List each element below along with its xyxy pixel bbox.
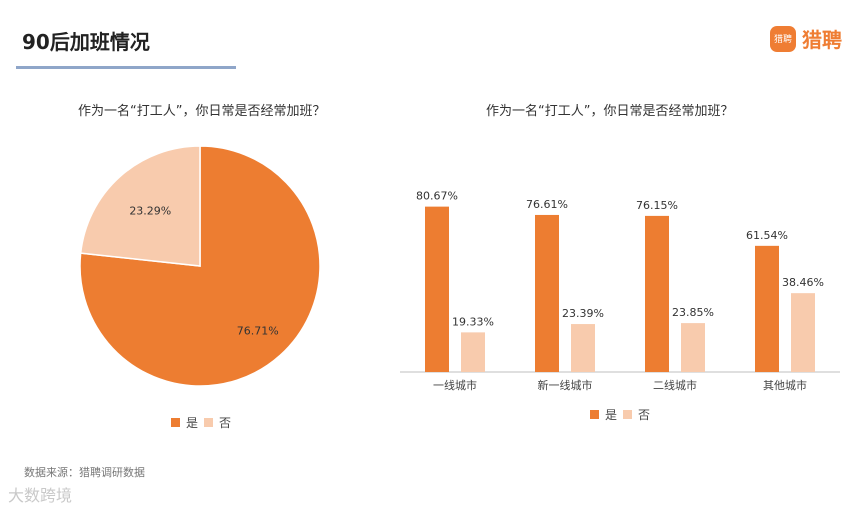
legend-swatch-yes — [590, 410, 599, 419]
bar-yes — [535, 214, 559, 372]
bar-yes — [645, 215, 669, 372]
pie-slice-no — [79, 145, 201, 267]
legend-swatch-yes — [171, 418, 180, 427]
bar-data-label: 61.54% — [746, 229, 788, 242]
pie-chart-title: 作为一名“打工人”，你日常是否经常加班？ — [78, 104, 326, 119]
data-source: 数据来源：猎聘调研数据 — [24, 466, 145, 479]
bar-data-label: 80.67% — [416, 190, 458, 203]
legend-label-no: 否 — [638, 408, 651, 422]
bar-no — [571, 324, 595, 372]
bar-data-label: 19.33% — [452, 315, 494, 328]
bar-chart: 80.67% 19.33% 一线城市 76.61% 23.39% 新一线城市 76.15% 2… — [400, 190, 840, 392]
bar-yes — [425, 206, 449, 372]
logo: 猎聘 猎聘 — [770, 24, 842, 53]
pie-chart: 76.71% 23.29% — [79, 145, 321, 387]
legend-label-yes: 是 — [605, 408, 618, 422]
legend-label-yes: 是 — [186, 416, 199, 430]
bar-data-label: 76.61% — [526, 198, 568, 211]
bar-no — [461, 332, 485, 372]
bar-data-label: 23.39% — [562, 307, 604, 320]
pie-legend: 是 否 — [171, 414, 231, 431]
bar-data-label: 23.85% — [672, 306, 714, 319]
bar-no — [791, 293, 815, 372]
x-tick-label: 一线城市 — [433, 378, 477, 392]
title-underline — [16, 66, 236, 69]
bar-no — [681, 323, 705, 372]
logo-badge-icon: 猎聘 — [770, 25, 796, 52]
pie-data-label: 76.71% — [237, 324, 279, 337]
legend-swatch-no — [623, 410, 633, 419]
bar-yes — [755, 245, 779, 372]
bar-data-label: 76.15% — [636, 199, 678, 212]
pie-data-label: 23.29% — [129, 205, 171, 218]
x-tick-label: 二线城市 — [653, 378, 697, 392]
page-title: 90后加班情况 — [22, 30, 150, 54]
x-tick-label: 新一线城市 — [538, 378, 593, 392]
legend-label-no: 否 — [219, 416, 232, 430]
logo-text: 猎聘 — [802, 28, 842, 52]
bar-chart-title: 作为一名“打工人”，你日常是否经常加班？ — [486, 104, 734, 119]
x-tick-label: 其他城市 — [763, 378, 807, 392]
watermark: 大数跨境 — [8, 486, 73, 505]
legend-swatch-no — [204, 418, 214, 427]
bar-data-label: 38.46% — [782, 276, 824, 289]
bar-legend: 是 否 — [590, 406, 650, 423]
